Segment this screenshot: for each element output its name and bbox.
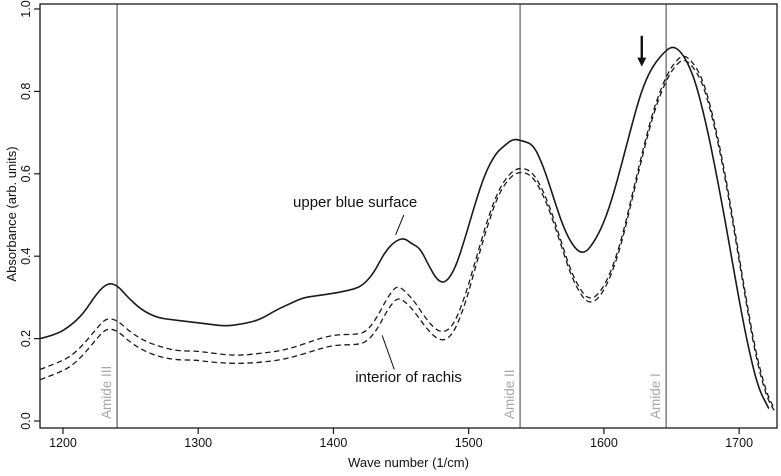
peak-arrow-head [637, 57, 647, 67]
y-tick-label: 1.0 [19, 0, 33, 17]
x-axis-title: Wave number (1/cm) [348, 455, 469, 470]
x-tick-label: 1300 [184, 436, 212, 450]
vline-label-amide-i: Amide I [648, 373, 663, 419]
x-tick-label: 1600 [590, 436, 618, 450]
vline-label-amide-iii: Amide III [99, 366, 114, 419]
series-line-1 [39, 55, 775, 409]
annotation-interior-of-rachis: interior of rachis [355, 369, 462, 386]
series-line-2 [39, 59, 775, 412]
x-tick-label: 1700 [725, 436, 753, 450]
y-tick-label: 0.6 [19, 165, 33, 182]
vline-label-amide-ii: Amide II [502, 369, 517, 419]
y-tick-label: 0.8 [19, 83, 33, 100]
y-tick-label: 0.0 [19, 412, 33, 429]
annotation-pointer-line [395, 214, 405, 235]
x-tick-label: 1400 [320, 436, 348, 450]
x-tick-label: 1200 [49, 436, 77, 450]
series-line-0 [39, 46, 770, 409]
x-tick-label: 1500 [455, 436, 483, 450]
plot-frame [39, 3, 778, 429]
annotation-upper-blue-surface: upper blue surface [293, 194, 417, 211]
y-axis-title: Absorbance (arb. units) [4, 146, 19, 282]
annotation-pointer-line [381, 335, 395, 370]
y-tick-label: 0.2 [19, 330, 33, 347]
y-tick-label: 0.4 [19, 247, 33, 264]
